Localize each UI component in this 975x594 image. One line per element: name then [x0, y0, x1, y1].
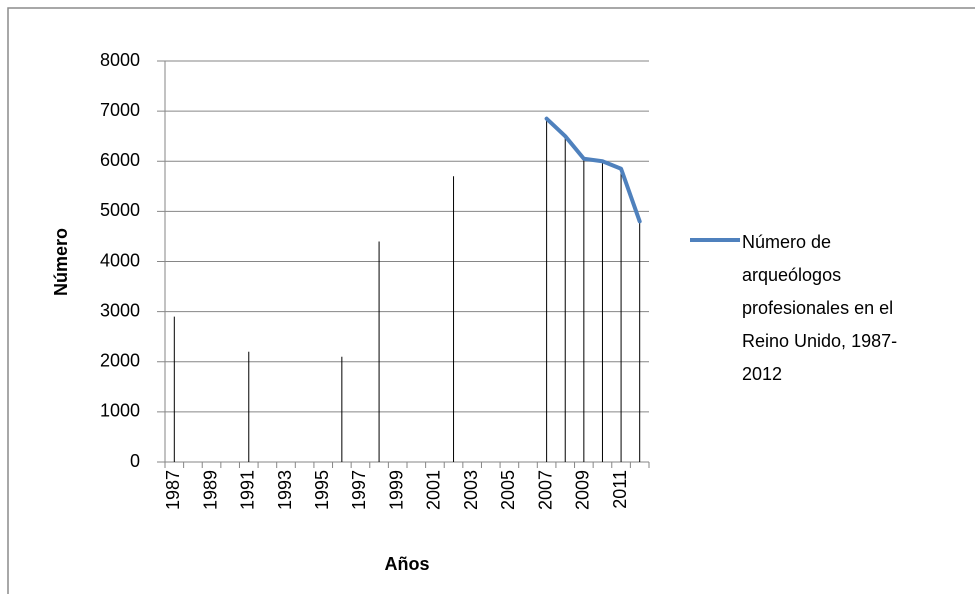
y-tick-label: 0 [130, 451, 140, 471]
y-tick-label: 3000 [100, 300, 140, 320]
y-axis-title: Número [51, 228, 71, 296]
y-tick-label: 1000 [100, 401, 140, 421]
y-tick-label: 8000 [100, 50, 140, 70]
x-tick-label: 2011 [610, 470, 630, 509]
x-tick-label: 2003 [461, 470, 481, 510]
y-tick-label: 4000 [100, 250, 140, 270]
y-tick-label: 7000 [100, 100, 140, 120]
y-tick-label: 5000 [100, 200, 140, 220]
x-tick-label: 1991 [238, 470, 258, 510]
x-tick-label: 1999 [386, 470, 406, 510]
x-tick-label: 1989 [200, 470, 220, 510]
y-tick-label: 2000 [100, 351, 140, 371]
x-tick-label: 1995 [312, 470, 332, 510]
y-tick-label: 6000 [100, 150, 140, 170]
x-tick-label: 1987 [163, 470, 183, 510]
x-tick-label: 2005 [498, 470, 518, 510]
x-tick-label: 2001 [424, 470, 444, 510]
x-tick-label: 2007 [535, 470, 555, 510]
legend-label: Número de arqueólogos profesionales en e… [742, 232, 898, 384]
series-line [544, 116, 642, 224]
x-tick-label: 1993 [275, 470, 295, 510]
x-tick-label: 2009 [573, 470, 593, 510]
x-tick-label: 1997 [349, 470, 369, 510]
x-axis-title: Años [385, 554, 430, 574]
chart-frame [7, 7, 975, 594]
